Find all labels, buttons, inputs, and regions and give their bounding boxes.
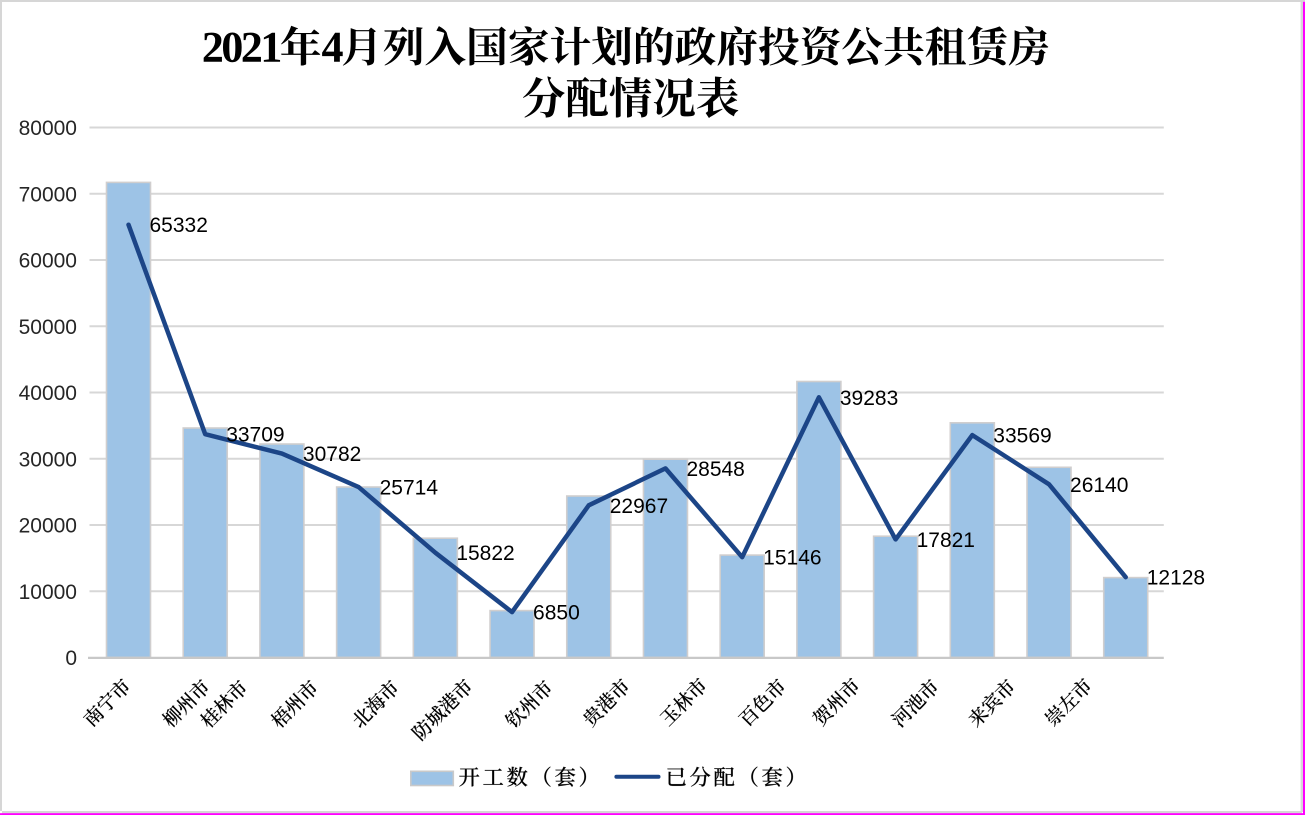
- svg-text:15146: 15146: [763, 547, 821, 570]
- svg-text:30000: 30000: [19, 448, 77, 471]
- svg-text:33569: 33569: [993, 425, 1051, 448]
- svg-text:0: 0: [65, 647, 77, 670]
- svg-text:25714: 25714: [380, 477, 439, 500]
- svg-text:28548: 28548: [686, 458, 744, 481]
- svg-text:60000: 60000: [19, 250, 77, 273]
- svg-text:17821: 17821: [917, 529, 975, 552]
- svg-text:26140: 26140: [1070, 474, 1128, 497]
- svg-text:39283: 39283: [840, 387, 898, 410]
- svg-text:22967: 22967: [610, 495, 668, 518]
- svg-text:70000: 70000: [19, 183, 77, 206]
- svg-text:15822: 15822: [456, 542, 514, 565]
- svg-text:50000: 50000: [19, 316, 77, 339]
- svg-text:33709: 33709: [226, 424, 284, 447]
- svg-text:30782: 30782: [303, 443, 361, 466]
- svg-text:40000: 40000: [19, 382, 77, 405]
- svg-text:80000: 80000: [19, 117, 77, 140]
- svg-text:6850: 6850: [533, 602, 580, 625]
- svg-text:20000: 20000: [19, 515, 77, 538]
- svg-text:10000: 10000: [19, 581, 77, 604]
- svg-text:65332: 65332: [150, 214, 208, 237]
- svg-text:12128: 12128: [1147, 567, 1205, 590]
